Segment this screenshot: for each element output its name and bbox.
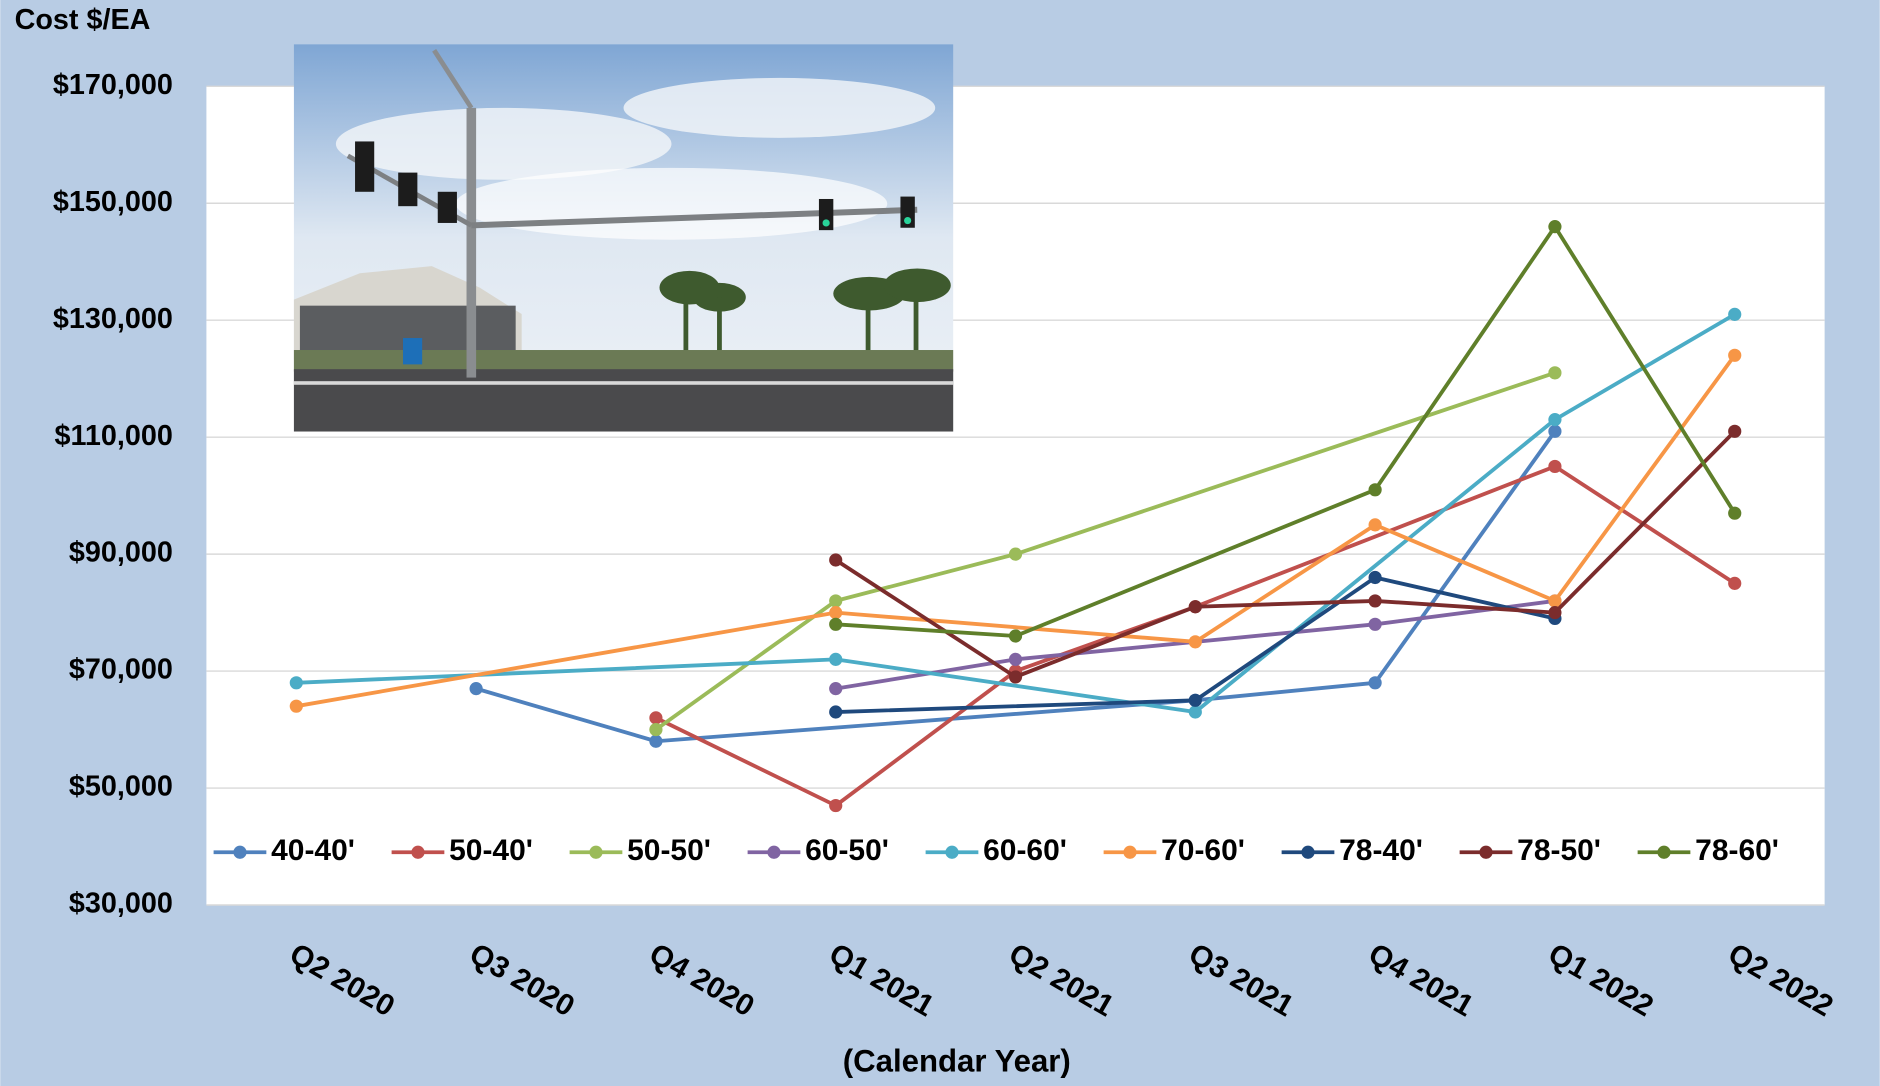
data-point (829, 617, 843, 631)
legend-label: 78-50' (1517, 834, 1601, 867)
legend-label: 70-60' (1161, 834, 1245, 867)
data-point (1008, 629, 1023, 643)
legend-marker (767, 845, 781, 859)
y-tick-label: $130,000 (53, 303, 173, 335)
legend-label: 60-60' (983, 834, 1067, 867)
y-tick-label: $30,000 (69, 888, 173, 920)
data-point (829, 594, 843, 608)
series-line (295, 354, 1737, 709)
data-point (829, 682, 843, 696)
legend-marker (1301, 845, 1315, 859)
photo (293, 44, 954, 432)
legend-marker (945, 845, 959, 859)
data-point (1548, 459, 1562, 474)
data-point (649, 734, 663, 748)
data-point (289, 676, 303, 690)
legend-label: 50-50' (627, 834, 711, 867)
data-point (1368, 518, 1382, 532)
data-point (829, 798, 843, 813)
legend-marker (1123, 845, 1137, 859)
data-point (1188, 635, 1202, 649)
y-tick-label: $110,000 (55, 420, 173, 452)
legend-marker (1479, 845, 1493, 859)
y-tick-label: $90,000 (69, 537, 173, 569)
data-point (1548, 594, 1562, 608)
data-point (289, 699, 303, 713)
series-line (834, 429, 1737, 679)
data-point (1728, 348, 1742, 362)
data-point (1728, 307, 1742, 321)
legend-label: 40-40' (271, 834, 355, 867)
data-point (1548, 424, 1562, 438)
data-point (829, 652, 843, 666)
data-point (1728, 424, 1742, 438)
data-point (1188, 705, 1202, 719)
y-axis-title: Cost $/EA (15, 4, 151, 36)
legend-marker (411, 845, 425, 859)
data-point (829, 606, 843, 620)
series-line (654, 371, 1556, 732)
y-tick-label: $50,000 (69, 771, 173, 803)
legend-label: 50-40' (449, 834, 533, 867)
data-point (1548, 220, 1562, 234)
data-point (1188, 693, 1202, 707)
data-point (649, 722, 663, 737)
legend-marker (233, 845, 247, 859)
data-point (829, 705, 843, 719)
data-point (1368, 676, 1382, 690)
legend-label: 60-50' (805, 834, 889, 867)
legend-marker (1657, 845, 1671, 859)
legend-label: 78-40' (1339, 834, 1423, 867)
data-point (829, 553, 843, 567)
data-point (1008, 547, 1023, 561)
data-point (1728, 506, 1742, 520)
x-axis-title: (Calendar Year) (843, 1043, 1071, 1078)
lines (289, 220, 1742, 813)
legend-label: 78-60' (1695, 834, 1779, 867)
legend: 40-40' 50-40' 50-50' 60-50' 60-60' 70-60' 78-4… (213, 834, 1779, 867)
data-point (1008, 670, 1023, 684)
data-point (1188, 600, 1202, 614)
data-point (649, 711, 663, 725)
data-point (1728, 576, 1742, 590)
y-tick-label: $170,000 (53, 69, 173, 101)
data-point (1368, 594, 1382, 608)
y-tick-label: $150,000 (53, 186, 173, 218)
data-point (1368, 483, 1382, 497)
data-point (1548, 413, 1562, 427)
data-point (469, 682, 483, 696)
series-line (655, 464, 1736, 808)
data-point (1368, 570, 1382, 585)
series-line (835, 575, 1556, 714)
data-point (1548, 366, 1562, 380)
legend-marker (589, 845, 603, 859)
data-point (1548, 606, 1562, 620)
y-tick-label: $70,000 (69, 654, 173, 686)
data-point (1008, 652, 1023, 666)
data-point (1368, 617, 1382, 631)
